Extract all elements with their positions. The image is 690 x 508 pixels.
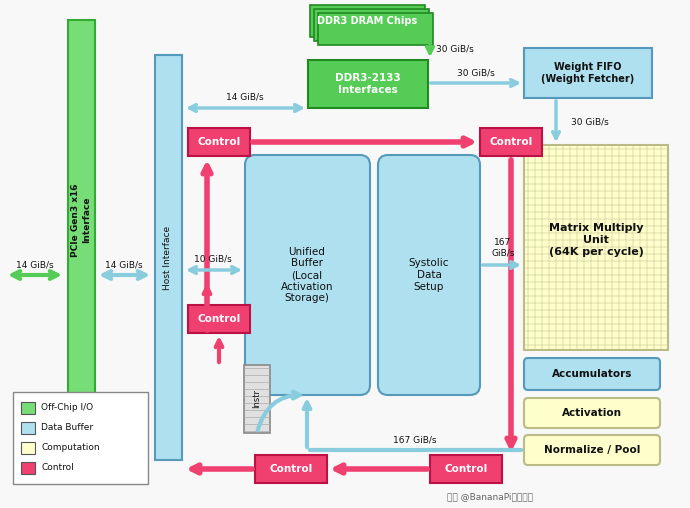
Bar xyxy=(155,55,182,460)
Text: Activation: Activation xyxy=(562,408,622,418)
Text: 30 GiB/s: 30 GiB/s xyxy=(571,117,609,126)
Text: Normalize / Pool: Normalize / Pool xyxy=(544,445,640,455)
Text: Control: Control xyxy=(489,137,533,147)
FancyBboxPatch shape xyxy=(524,358,660,390)
Bar xyxy=(244,365,270,433)
Text: Control: Control xyxy=(197,137,241,147)
Text: 14 GiB/s: 14 GiB/s xyxy=(16,261,54,270)
Text: Data Buffer: Data Buffer xyxy=(41,424,93,432)
Text: DDR3-2133
Interfaces: DDR3-2133 Interfaces xyxy=(335,73,401,95)
Bar xyxy=(524,48,652,98)
Bar xyxy=(188,305,250,333)
Bar xyxy=(13,392,148,484)
FancyBboxPatch shape xyxy=(245,155,370,395)
Text: 167 GiB/s: 167 GiB/s xyxy=(393,435,437,444)
Text: PCIe Gen3 x16
Interface: PCIe Gen3 x16 Interface xyxy=(71,183,90,257)
Text: 10 GiB/s: 10 GiB/s xyxy=(194,255,232,264)
Text: Control: Control xyxy=(41,463,74,472)
Text: Matrix Multiply
Unit
(64K per cycle): Matrix Multiply Unit (64K per cycle) xyxy=(549,224,644,257)
Text: DDR3 DRAM Chips: DDR3 DRAM Chips xyxy=(317,16,417,26)
Text: 14 GiB/s: 14 GiB/s xyxy=(105,261,143,270)
FancyBboxPatch shape xyxy=(524,398,660,428)
Bar xyxy=(480,128,542,156)
Bar xyxy=(21,402,35,414)
Text: 30 GiB/s: 30 GiB/s xyxy=(457,69,495,78)
Text: Weight FIFO
(Weight Fetcher): Weight FIFO (Weight Fetcher) xyxy=(542,62,635,84)
Text: Control: Control xyxy=(269,464,313,474)
Text: Accumulators: Accumulators xyxy=(552,369,632,379)
Bar xyxy=(314,9,429,41)
Bar xyxy=(68,20,95,420)
Text: 167
GiB/s: 167 GiB/s xyxy=(491,238,515,258)
Text: Off-Chip I/O: Off-Chip I/O xyxy=(41,403,93,412)
Bar xyxy=(318,13,433,45)
Text: 14 GiB/s: 14 GiB/s xyxy=(226,92,264,102)
Text: 头条 @BananaPi开源硬件: 头条 @BananaPi开源硬件 xyxy=(447,492,533,501)
Text: Control: Control xyxy=(197,314,241,324)
FancyBboxPatch shape xyxy=(378,155,480,395)
Bar xyxy=(255,455,327,483)
Bar xyxy=(430,455,502,483)
Bar xyxy=(21,422,35,434)
Text: 30 GiB/s: 30 GiB/s xyxy=(436,45,474,53)
Bar xyxy=(21,442,35,454)
Text: Control: Control xyxy=(444,464,488,474)
Text: Systolic
Data
Setup: Systolic Data Setup xyxy=(408,259,449,292)
Bar xyxy=(21,462,35,474)
Bar xyxy=(188,128,250,156)
Text: Unified
Buffer
(Local
Activation
Storage): Unified Buffer (Local Activation Storage… xyxy=(281,247,333,303)
Bar xyxy=(310,5,425,37)
Text: Host Interface: Host Interface xyxy=(164,226,172,290)
Text: Instr: Instr xyxy=(253,390,262,408)
Bar xyxy=(524,145,668,350)
Bar xyxy=(308,60,428,108)
Text: Computation: Computation xyxy=(41,443,99,453)
FancyBboxPatch shape xyxy=(524,435,660,465)
